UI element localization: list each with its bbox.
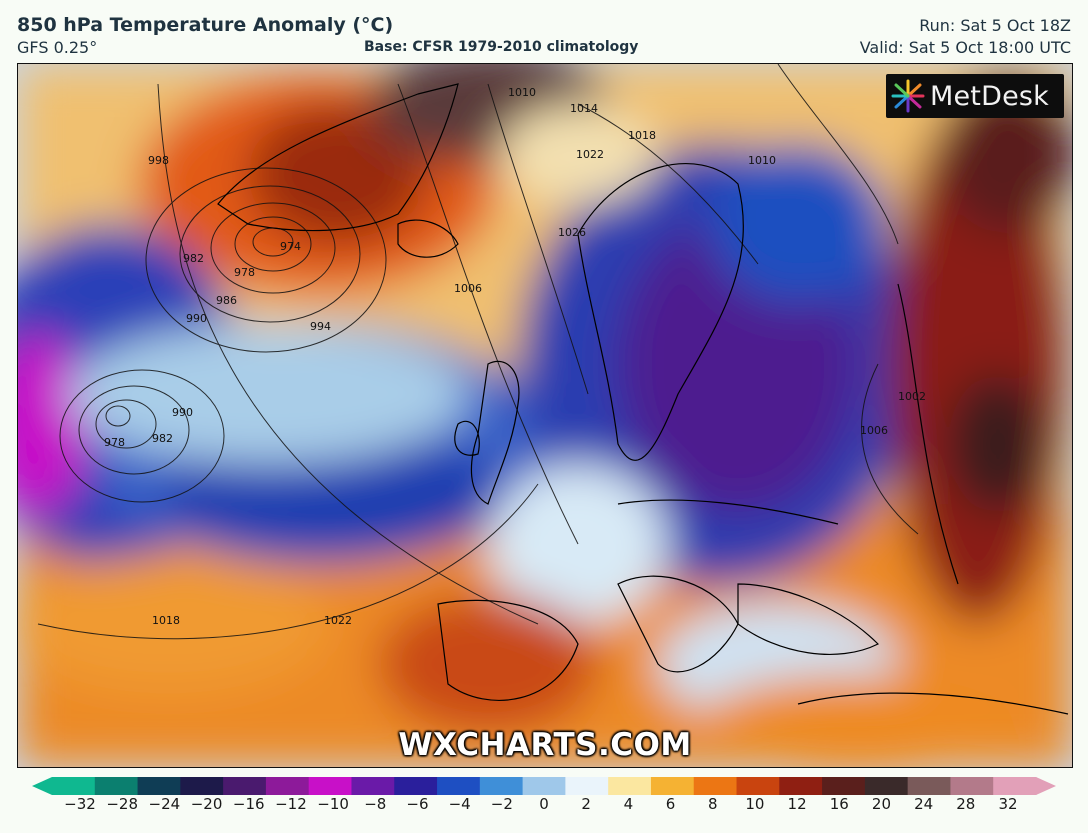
anomaly-field: [18, 64, 1072, 767]
isobar-label: 1006: [454, 282, 482, 295]
colorbar-segment: [650, 777, 695, 795]
colorbar-tick-label: −12: [275, 795, 307, 813]
colorbar-segment: [265, 777, 310, 795]
isobars: [37, 64, 919, 640]
colorbar-tick-label: −6: [406, 795, 429, 813]
metdesk-logo: MetDesk: [886, 74, 1064, 118]
colorbar-segment: [950, 777, 994, 795]
isobar-label: 1026: [558, 226, 586, 239]
isobar-label: 978: [234, 266, 255, 279]
isobar-label: 986: [216, 294, 237, 307]
colorbar-segment: [180, 777, 224, 795]
colorbar-segment: [351, 777, 395, 795]
colorbar-segment: [522, 777, 566, 795]
isobar-label: 982: [152, 432, 173, 445]
colorbar-ticks: −32 −28 −24 −20 −16 −12 −10 −8 −6 −4 −2 0 2 4 6 8 10 12 16…: [0, 795, 1088, 825]
logo-text: MetDesk: [930, 80, 1049, 112]
colorbar-segment: [394, 777, 438, 795]
valid-time-label: Valid: Sat 5 Oct 18:00 UTC: [859, 38, 1071, 57]
isobar-label: 1022: [324, 614, 352, 627]
colorbar-tick-label: 32: [998, 795, 1018, 813]
colorbar-tick-label: 2: [581, 795, 591, 813]
isobar-label: 974: [280, 240, 301, 253]
colorbar-segment: [137, 777, 181, 795]
isobar-label: 994: [310, 320, 331, 333]
colorbar-segment: [693, 777, 738, 795]
colorbar-segment: [308, 777, 352, 795]
isobar-label: 1014: [570, 102, 598, 115]
colorbar: [32, 777, 1056, 795]
colorbar-segment: [437, 777, 481, 795]
colorbar-tick-label: −24: [148, 795, 181, 813]
colorbar-tick-label: −16: [232, 795, 265, 813]
climatology-base-label: Base: CFSR 1979-2010 climatology: [364, 39, 639, 55]
colorbar-segment: [608, 777, 652, 795]
isobar-label: 978: [104, 436, 125, 449]
colorbar-segment: [479, 777, 524, 795]
colorbar-segment: [864, 777, 909, 795]
chart-title: 850 hPa Temperature Anomaly (°C): [17, 14, 394, 36]
colorbar-tick-label: 4: [623, 795, 634, 813]
wxcharts-watermark: WXCHARTS.COM: [398, 727, 692, 763]
isobar-label: 1010: [508, 86, 536, 99]
isobar-label: 1018: [628, 129, 656, 142]
model-label: GFS 0.25°: [17, 38, 98, 57]
colorbar-tick-label: −10: [317, 795, 349, 813]
colorbar-left-arrow: [32, 777, 52, 795]
isobar-label: 990: [186, 312, 207, 325]
isobar-label: 990: [172, 406, 193, 419]
colorbar-tick-label: 24: [914, 795, 934, 813]
colorbar-tick-label: 28: [956, 795, 976, 813]
colorbar-segments: [52, 777, 1037, 795]
colorbar-tick-label: −32: [64, 795, 96, 813]
colorbar-tick-label: −20: [190, 795, 223, 813]
colorbar-segment: [779, 777, 823, 795]
colorbar-tick-label: 6: [665, 795, 676, 813]
colorbar-tick-label: 16: [829, 795, 849, 813]
run-time-label: Run: Sat 5 Oct 18Z: [919, 16, 1071, 35]
metdesk-burst-icon: [891, 79, 925, 113]
colorbar-tick-label: −2: [490, 795, 513, 813]
colorbar-segment: [223, 777, 267, 795]
isobar-label: 998: [148, 154, 169, 167]
colorbar-segment: [822, 777, 866, 795]
colorbar-segment: [993, 777, 1037, 795]
colorbar-tick-label: −8: [364, 795, 387, 813]
colorbar-segment: [94, 777, 139, 795]
colorbar-segment: [565, 777, 609, 795]
colorbar-tick-label: 10: [745, 795, 765, 813]
isobar-label: 1022: [576, 148, 604, 161]
colorbar-tick-label: 20: [871, 795, 891, 813]
isobar-label: 1010: [748, 154, 776, 167]
isobar-label: 1006: [860, 424, 888, 437]
anomaly-map[interactable]: 1010 1014 1018 1022 1026 974 978 982 986…: [17, 63, 1073, 768]
colorbar-segment: [907, 777, 951, 795]
coastlines: [217, 83, 1069, 715]
colorbar-tick-label: 0: [539, 795, 549, 813]
isobar-label: 1018: [152, 614, 180, 627]
colorbar-tick-label: −28: [106, 795, 138, 813]
isobar-label: 1002: [898, 390, 926, 403]
colorbar-segment: [736, 777, 780, 795]
isobar-label: 982: [183, 252, 204, 265]
isobar-label-group: 1010 1014 1018 1022 1026 974 978 982 986…: [104, 86, 926, 627]
map-canvas: 1010 1014 1018 1022 1026 974 978 982 986…: [18, 64, 1072, 767]
colorbar-tick-label: 8: [707, 795, 718, 813]
colorbar-segment: [52, 777, 96, 795]
colorbar-tick-label: 12: [787, 795, 807, 813]
colorbar-tick-label: −4: [448, 795, 471, 813]
colorbar-right-arrow: [1036, 777, 1056, 795]
